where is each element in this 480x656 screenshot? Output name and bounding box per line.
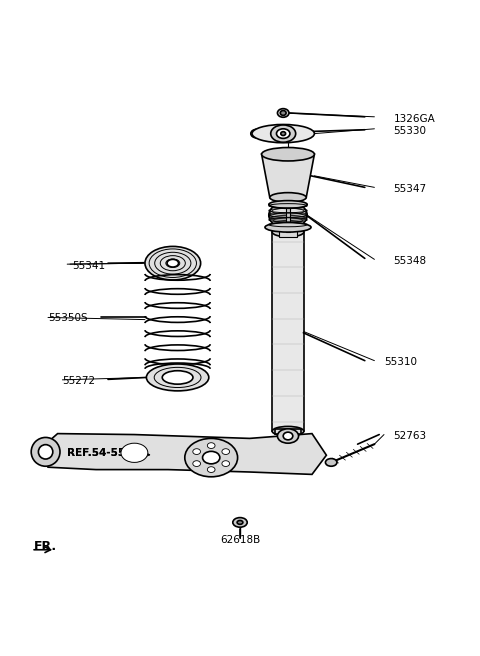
FancyBboxPatch shape — [275, 429, 301, 434]
Polygon shape — [38, 434, 326, 474]
Text: 1326GA: 1326GA — [394, 114, 435, 124]
Ellipse shape — [251, 129, 263, 138]
Ellipse shape — [145, 247, 201, 280]
Ellipse shape — [277, 109, 289, 117]
Ellipse shape — [325, 459, 337, 466]
Text: 55310: 55310 — [384, 357, 417, 367]
Ellipse shape — [237, 520, 243, 524]
Text: 55341: 55341 — [72, 260, 105, 270]
Ellipse shape — [233, 518, 247, 527]
Ellipse shape — [271, 125, 296, 142]
Ellipse shape — [270, 215, 306, 220]
Text: REF.54-555: REF.54-555 — [67, 448, 132, 458]
Ellipse shape — [294, 129, 306, 138]
Ellipse shape — [272, 426, 304, 436]
Ellipse shape — [167, 259, 179, 267]
Ellipse shape — [272, 227, 304, 237]
Ellipse shape — [203, 451, 220, 464]
Polygon shape — [279, 229, 297, 237]
Polygon shape — [286, 203, 290, 232]
Ellipse shape — [276, 129, 290, 138]
Ellipse shape — [269, 201, 307, 209]
Ellipse shape — [269, 213, 307, 219]
Polygon shape — [272, 232, 304, 431]
Ellipse shape — [272, 216, 304, 222]
Ellipse shape — [38, 445, 53, 459]
Ellipse shape — [277, 429, 299, 443]
Text: 55272: 55272 — [62, 376, 96, 386]
Polygon shape — [262, 154, 314, 197]
Ellipse shape — [207, 466, 215, 472]
Ellipse shape — [193, 461, 201, 466]
Text: 62618B: 62618B — [220, 535, 260, 545]
Text: 55348: 55348 — [394, 256, 427, 266]
Ellipse shape — [222, 449, 229, 455]
Text: 52763: 52763 — [394, 431, 427, 441]
Ellipse shape — [185, 438, 238, 477]
Ellipse shape — [31, 438, 60, 466]
Text: 55347: 55347 — [394, 184, 427, 194]
Ellipse shape — [272, 209, 304, 214]
Text: REF.54-555: REF.54-555 — [67, 448, 132, 458]
Ellipse shape — [146, 364, 209, 391]
Ellipse shape — [121, 443, 148, 462]
Ellipse shape — [283, 432, 293, 440]
Ellipse shape — [265, 222, 311, 232]
Ellipse shape — [280, 111, 286, 115]
Ellipse shape — [262, 148, 314, 161]
Ellipse shape — [222, 461, 229, 466]
Ellipse shape — [207, 443, 215, 449]
Ellipse shape — [269, 211, 307, 217]
Ellipse shape — [270, 210, 306, 216]
Text: FR.: FR. — [34, 540, 57, 553]
Ellipse shape — [193, 449, 201, 455]
Text: 55350S: 55350S — [48, 314, 88, 323]
Ellipse shape — [281, 132, 286, 136]
Ellipse shape — [270, 193, 306, 202]
Ellipse shape — [252, 125, 314, 143]
Text: 55330: 55330 — [394, 126, 427, 136]
Ellipse shape — [162, 371, 193, 384]
